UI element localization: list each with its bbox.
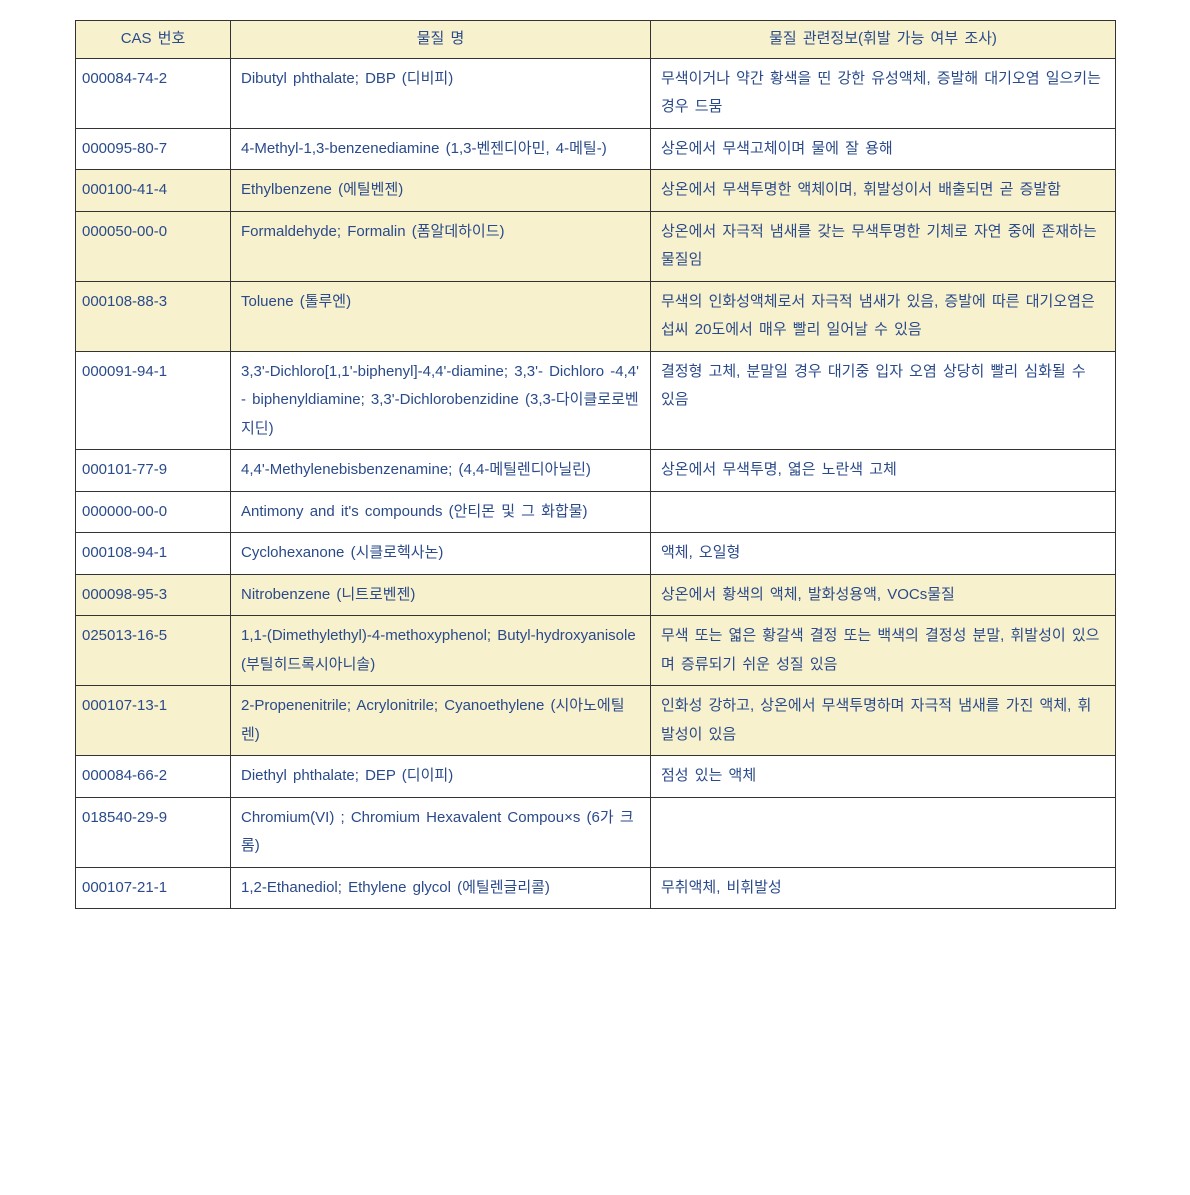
table-row: 000107-21-11,2-Ethanediol; Ethylene glyc… bbox=[76, 867, 1116, 909]
name-cell: Toluene (톨루엔) bbox=[231, 281, 651, 351]
table-row: 000098-95-3Nitrobenzene (니트로벤젠)상온에서 황색의 … bbox=[76, 574, 1116, 616]
info-cell: 결정형 고체, 분말일 경우 대기중 입자 오염 상당히 빨리 심화될 수 있음 bbox=[651, 351, 1116, 450]
table-row: 000100-41-4Ethylbenzene (에틸벤젠)상온에서 무색투명한… bbox=[76, 170, 1116, 212]
name-cell: Nitrobenzene (니트로벤젠) bbox=[231, 574, 651, 616]
info-cell: 점성 있는 액체 bbox=[651, 756, 1116, 798]
table-body: 000084-74-2Dibutyl phthalate; DBP (디비피)무… bbox=[76, 58, 1116, 909]
name-cell: Ethylbenzene (에틸벤젠) bbox=[231, 170, 651, 212]
table-row: 000107-13-12-Propenenitrile; Acrylonitri… bbox=[76, 686, 1116, 756]
info-cell bbox=[651, 491, 1116, 533]
cas-cell: 000100-41-4 bbox=[76, 170, 231, 212]
table-row: 018540-29-9Chromium(VI) ; Chromium Hexav… bbox=[76, 797, 1116, 867]
cas-cell: 000098-95-3 bbox=[76, 574, 231, 616]
info-cell: 무색 또는 엷은 황갈색 결정 또는 백색의 결정성 분말, 휘발성이 있으며 … bbox=[651, 616, 1116, 686]
table-row: 000095-80-74-Methyl-1,3-benzenediamine (… bbox=[76, 128, 1116, 170]
table-row: 000108-88-3Toluene (톨루엔)무색의 인화성액체로서 자극적 … bbox=[76, 281, 1116, 351]
name-cell: 1,1-(Dimethylethyl)-4-methoxyphenol; But… bbox=[231, 616, 651, 686]
name-cell: 1,2-Ethanediol; Ethylene glycol (에틸렌글리콜) bbox=[231, 867, 651, 909]
table-row: 025013-16-51,1-(Dimethylethyl)-4-methoxy… bbox=[76, 616, 1116, 686]
info-cell: 상온에서 무색투명, 엷은 노란색 고체 bbox=[651, 450, 1116, 492]
cas-cell: 000084-74-2 bbox=[76, 58, 231, 128]
cas-cell: 000101-77-9 bbox=[76, 450, 231, 492]
cas-cell: 000050-00-0 bbox=[76, 211, 231, 281]
table-row: 000091-94-13,3'-Dichloro[1,1'-biphenyl]-… bbox=[76, 351, 1116, 450]
substance-table-wrap: CAS 번호 물질 명 물질 관련정보(휘발 가능 여부 조사) 000084-… bbox=[75, 20, 1115, 909]
name-cell: 3,3'-Dichloro[1,1'-biphenyl]-4,4'-diamin… bbox=[231, 351, 651, 450]
header-row: CAS 번호 물질 명 물질 관련정보(휘발 가능 여부 조사) bbox=[76, 21, 1116, 59]
table-row: 000108-94-1Cyclohexanone (시클로헥사논)액체, 오일형 bbox=[76, 533, 1116, 575]
cas-cell: 025013-16-5 bbox=[76, 616, 231, 686]
info-cell: 상온에서 황색의 액체, 발화성용액, VOCs물질 bbox=[651, 574, 1116, 616]
name-cell: 4-Methyl-1,3-benzenediamine (1,3-벤젠디아민, … bbox=[231, 128, 651, 170]
name-cell: 2-Propenenitrile; Acrylonitrile; Cyanoet… bbox=[231, 686, 651, 756]
table-row: 000084-66-2Diethyl phthalate; DEP (디이피)점… bbox=[76, 756, 1116, 798]
info-cell: 상온에서 자극적 냄새를 갖는 무색투명한 기체로 자연 중에 존재하는 물질임 bbox=[651, 211, 1116, 281]
name-cell: Cyclohexanone (시클로헥사논) bbox=[231, 533, 651, 575]
table-row: 000101-77-94,4'-Methylenebisbenzenamine;… bbox=[76, 450, 1116, 492]
cas-cell: 018540-29-9 bbox=[76, 797, 231, 867]
header-name: 물질 명 bbox=[231, 21, 651, 59]
cas-cell: 000095-80-7 bbox=[76, 128, 231, 170]
table-row: 000050-00-0Formaldehyde; Formalin (폼알데하이… bbox=[76, 211, 1116, 281]
info-cell: 상온에서 무색투명한 액체이며, 휘발성이서 배출되면 곧 증발함 bbox=[651, 170, 1116, 212]
name-cell: Formaldehyde; Formalin (폼알데하이드) bbox=[231, 211, 651, 281]
cas-cell: 000000-00-0 bbox=[76, 491, 231, 533]
info-cell: 무색의 인화성액체로서 자극적 냄새가 있음, 증발에 따른 대기오염은 섭씨 … bbox=[651, 281, 1116, 351]
table-row: 000000-00-0Antimony and it's compounds (… bbox=[76, 491, 1116, 533]
cas-cell: 000107-21-1 bbox=[76, 867, 231, 909]
cas-cell: 000091-94-1 bbox=[76, 351, 231, 450]
cas-cell: 000084-66-2 bbox=[76, 756, 231, 798]
substance-table: CAS 번호 물질 명 물질 관련정보(휘발 가능 여부 조사) 000084-… bbox=[75, 20, 1116, 909]
header-cas: CAS 번호 bbox=[76, 21, 231, 59]
info-cell bbox=[651, 797, 1116, 867]
name-cell: Dibutyl phthalate; DBP (디비피) bbox=[231, 58, 651, 128]
name-cell: Antimony and it's compounds (안티몬 및 그 화합물… bbox=[231, 491, 651, 533]
info-cell: 무취액체, 비휘발성 bbox=[651, 867, 1116, 909]
name-cell: Chromium(VI) ; Chromium Hexavalent Compo… bbox=[231, 797, 651, 867]
name-cell: Diethyl phthalate; DEP (디이피) bbox=[231, 756, 651, 798]
info-cell: 상온에서 무색고체이며 물에 잘 용해 bbox=[651, 128, 1116, 170]
table-row: 000084-74-2Dibutyl phthalate; DBP (디비피)무… bbox=[76, 58, 1116, 128]
header-info: 물질 관련정보(휘발 가능 여부 조사) bbox=[651, 21, 1116, 59]
name-cell: 4,4'-Methylenebisbenzenamine; (4,4-메틸렌디아… bbox=[231, 450, 651, 492]
cas-cell: 000108-94-1 bbox=[76, 533, 231, 575]
info-cell: 액체, 오일형 bbox=[651, 533, 1116, 575]
cas-cell: 000108-88-3 bbox=[76, 281, 231, 351]
cas-cell: 000107-13-1 bbox=[76, 686, 231, 756]
info-cell: 인화성 강하고, 상온에서 무색투명하며 자극적 냄새를 가진 액체, 휘발성이… bbox=[651, 686, 1116, 756]
info-cell: 무색이거나 약간 황색을 띤 강한 유성액체, 증발해 대기오염 일으키는 경우… bbox=[651, 58, 1116, 128]
